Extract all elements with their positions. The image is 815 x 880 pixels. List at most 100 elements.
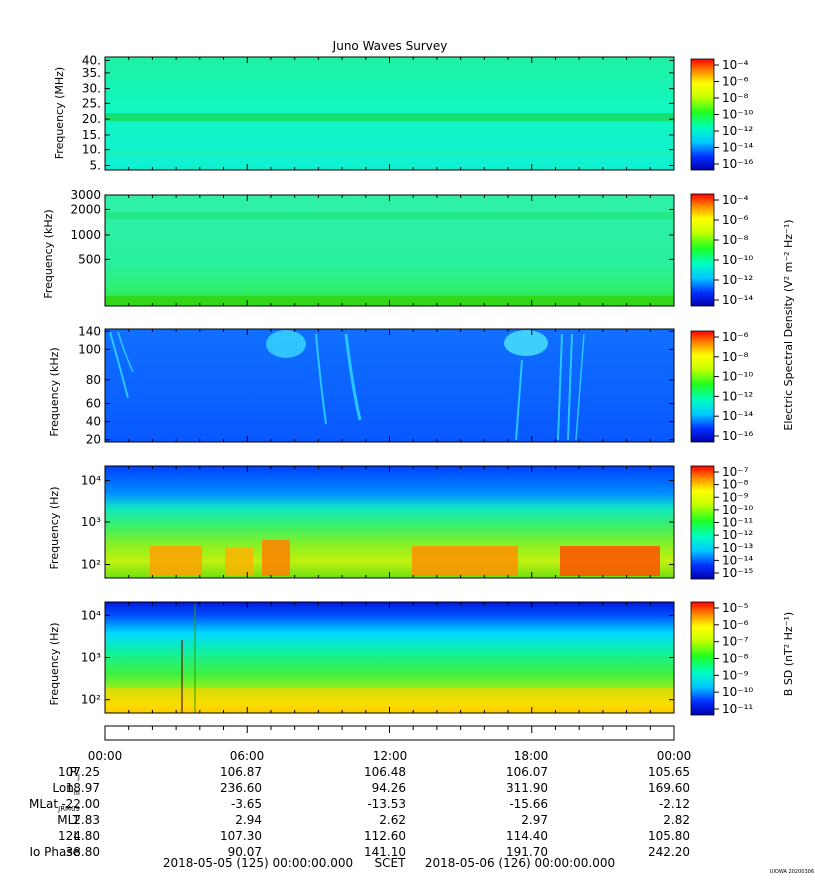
y-tick-label: 40 — [86, 415, 101, 429]
panel-3-arc — [575, 333, 585, 441]
x-tick-label: 18:00 — [514, 749, 549, 763]
panel-3-cloud — [266, 330, 306, 358]
y-tick-label: 10³ — [81, 651, 101, 665]
ephemeris-label: L — [73, 829, 80, 843]
x-tick-label: 12:00 — [373, 749, 408, 763]
ephemeris-value: -3.65 — [231, 797, 262, 811]
panel-3-arc — [117, 331, 134, 373]
panel-3-arc — [557, 333, 563, 441]
colorbar-tick-label: 10⁻¹⁵ — [722, 566, 753, 580]
panel-3-spectrogram — [105, 329, 674, 442]
panel-2-ylabel: Frequency (kHz) — [42, 209, 55, 298]
panel-2-colorbar-ticks: 10⁻⁴ 10⁻⁶ 10⁻⁸ 10⁻¹⁰ 10⁻¹² 10⁻¹⁴ — [714, 193, 753, 307]
y-tick-label: 10² — [81, 693, 101, 707]
colorbar-tick-label: 10⁻¹² — [722, 124, 753, 138]
y-tick-label: 10² — [81, 558, 101, 572]
ephemeris-value: -15.66 — [509, 797, 548, 811]
time-range-start: 2018-05-05 (125) 00:00:00.000 — [163, 856, 353, 870]
y-tick-label: 20. — [82, 112, 101, 126]
colorbar-tick-label: 10⁻⁶ — [722, 213, 749, 227]
colorbar-tick-label: 10⁻¹⁰ — [722, 253, 753, 267]
x-tick-label: 00:00 — [88, 749, 123, 763]
colorbar-tick-label: 10⁻⁶ — [722, 75, 749, 89]
panel-4: 10⁴ 10³ 10² Frequency (Hz) 10⁻⁷10⁻⁸10⁻⁹10⁻… — [48, 465, 753, 580]
panel-4-colorbar — [690, 465, 715, 580]
panel-3-emission-arcs — [109, 331, 585, 441]
y-tick-label: 100 — [78, 342, 101, 356]
panel-1-colorbar — [690, 58, 715, 171]
panel-5-yticks: 10⁴ 10³ 10² — [81, 602, 674, 713]
y-tick-label: 10⁴ — [81, 474, 101, 488]
ephemeris-value: 191.70 — [506, 845, 548, 859]
panel-1-yticks: 40.35. 30.25. 20. 15.10.5. — [82, 53, 674, 172]
magnetic-colorbar-title: B SD (nT² Hz⁻¹) — [782, 612, 795, 696]
panel-3-arc — [515, 359, 523, 441]
colorbar-tick-label: 10⁻¹⁴ — [722, 293, 753, 307]
colorbar-tick-label: 10⁻¹² — [722, 389, 753, 403]
ephemeris-label-subscript: J — [77, 773, 80, 781]
panel-5-colorbar-ticks: 10⁻⁵ 10⁻⁶ 10⁻⁷ 10⁻⁸ 10⁻⁹ 10⁻¹⁰ 10⁻¹¹ — [714, 601, 753, 716]
colorbar-tick-label: 10⁻¹⁴ — [722, 409, 753, 423]
ephemeris-value: 106.48 — [364, 765, 406, 779]
colorbar-tick-label: 10⁻¹⁰ — [722, 108, 753, 122]
panel-2-band-1700khz — [105, 212, 674, 219]
panel-2-spectrogram — [105, 195, 674, 306]
panel-1-ylabel: Frequency (MHz) — [53, 67, 66, 159]
ephemeris-value: -22.00 — [61, 797, 100, 811]
ephemeris-value: 2.62 — [379, 813, 406, 827]
panel-1-colorbar-ticks: 10⁻⁴ 10⁻⁶ 10⁻⁸ 10⁻¹⁰ 10⁻¹² 10⁻¹⁴ 10⁻¹⁶ — [714, 58, 753, 171]
ephemeris-value: 107.25 — [58, 765, 100, 779]
y-tick-label: 15. — [82, 128, 101, 142]
panel-3-arc — [109, 331, 129, 399]
ephemeris-value: -2.12 — [659, 797, 690, 811]
colorbar-tick-label: 10⁻⁶ — [722, 330, 749, 344]
ephemeris-value: 114.40 — [506, 829, 548, 843]
ephemeris-value: 18.97 — [66, 781, 100, 795]
colorbar-tick-label: 10⁻⁸ — [722, 233, 749, 247]
ephemeris-value: -13.53 — [367, 797, 406, 811]
colorbar-tick-label: 10⁻¹¹ — [722, 702, 753, 716]
y-tick-label: 35. — [82, 66, 101, 80]
ephemeris-value: 90.07 — [228, 845, 262, 859]
y-tick-label: 10⁴ — [81, 608, 101, 622]
panel-4-ylabel: Frequency (Hz) — [48, 487, 61, 570]
ephemeris-label-subscript: JRM09 — [57, 805, 80, 813]
colorbar-tick-label: 10⁻¹⁶ — [722, 429, 753, 443]
panel-4-yticks: 10⁴ 10³ 10² — [81, 466, 674, 578]
ephemeris-value: 112.60 — [364, 829, 406, 843]
ephemeris-label: RJ — [70, 765, 80, 781]
y-tick-label: 3000 — [70, 188, 101, 202]
ephemeris-value: 169.60 — [648, 781, 690, 795]
panel-3-ylabel: Frequency (kHz) — [48, 347, 61, 436]
colorbar-tick-label: 10⁻¹⁴ — [722, 553, 753, 567]
panel-3-arc — [344, 333, 362, 421]
panel-4-hot-blocks — [150, 540, 660, 576]
colorbar-tick-label: 10⁻⁷ — [722, 635, 749, 649]
time-range-end: 2018-05-06 (126) 00:00:00.000 — [425, 856, 615, 870]
y-tick-label: 30. — [82, 82, 101, 96]
colorbar-tick-label: 10⁻¹⁶ — [722, 157, 753, 171]
colorbar-tick-label: 10⁻¹² — [722, 528, 753, 542]
panel-4-colorbar-ticks: 10⁻⁷10⁻⁸10⁻⁹10⁻¹⁰10⁻¹¹10⁻¹²10⁻¹³10⁻¹⁴10⁻… — [714, 465, 753, 580]
colorbar-tick-label: 10⁻⁸ — [722, 350, 749, 364]
y-tick-label: 10³ — [81, 515, 101, 529]
y-tick-label: 140 — [78, 324, 101, 338]
ephemeris-value: 2.83 — [73, 813, 100, 827]
ephemeris-value: 124.80 — [58, 829, 100, 843]
panel-4-hot-block — [560, 546, 660, 576]
colorbar-tick-label: 10⁻⁸ — [722, 478, 749, 492]
y-tick-label: 2000 — [70, 202, 101, 216]
panel-3-arc — [567, 333, 573, 441]
panel-5-ylabel: Frequency (Hz) — [48, 623, 61, 706]
ephemeris-value: 106.87 — [220, 765, 262, 779]
ephemeris-value: 2.82 — [663, 813, 690, 827]
panel-4-hot-block — [150, 546, 202, 576]
electric-colorbar-title: Electric Spectral Density (V² m⁻² Hz⁻¹) — [782, 219, 795, 430]
colorbar-tick-label: 10⁻¹⁰ — [722, 370, 753, 384]
colorbar-tick-label: 10⁻⁹ — [722, 490, 749, 504]
ephemeris-value: 107.30 — [220, 829, 262, 843]
